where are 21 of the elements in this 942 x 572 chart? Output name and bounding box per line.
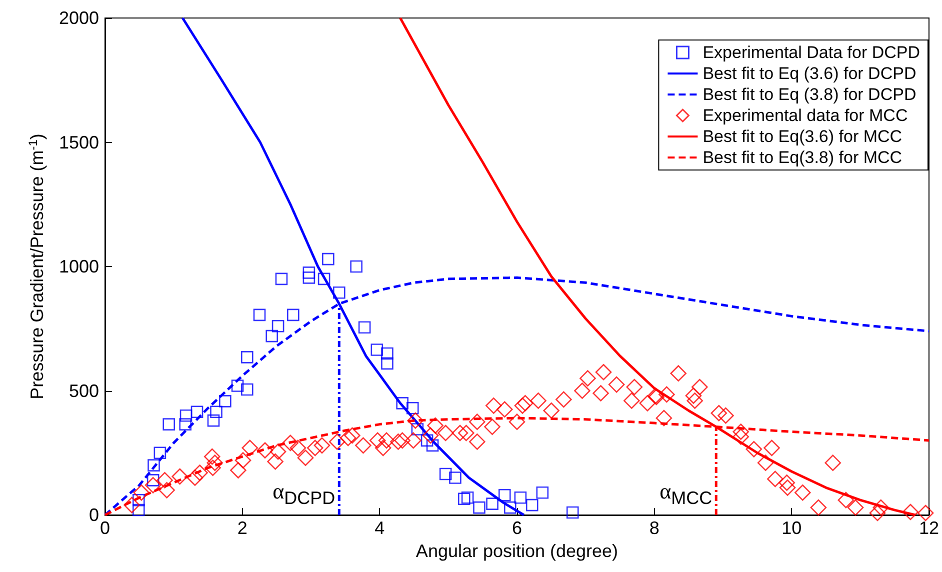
legend-label: Best fit to Eq(3.6) for MCC xyxy=(702,127,902,146)
x-tick-label: 6 xyxy=(512,518,522,538)
x-tick-label: 12 xyxy=(918,518,940,538)
legend-label: Best fit to Eq (3.6) for DCPD xyxy=(702,64,916,83)
y-tick-label: 0 xyxy=(88,505,99,525)
y-tick-label: 1000 xyxy=(58,256,99,276)
y-tick-label: 1500 xyxy=(58,132,99,152)
legend-label: Best fit to Eq (3.8) for DCPD xyxy=(702,85,916,104)
x-tick-label: 4 xyxy=(374,518,385,538)
legend-label: Experimental Data for DCPD xyxy=(702,43,920,62)
x-axis-title: Angular position (degree) xyxy=(416,540,618,561)
legend-label: Experimental data for MCC xyxy=(702,106,908,125)
y-axis-title: Pressure Gradient/Pressure (m-1) xyxy=(26,134,47,400)
legend-label: Best fit to Eq(3.8) for MCC xyxy=(702,148,902,167)
x-tick-label: 2 xyxy=(237,518,248,538)
x-tick-label: 10 xyxy=(782,518,802,538)
annotation: α$_{MCC}$ xyxy=(660,478,712,508)
y-tick-label: 500 xyxy=(68,380,99,401)
y-tick-label: 2000 xyxy=(58,8,99,28)
annotation: α$_{DCPD}$ xyxy=(272,478,336,508)
x-tick-label: 8 xyxy=(649,518,660,538)
